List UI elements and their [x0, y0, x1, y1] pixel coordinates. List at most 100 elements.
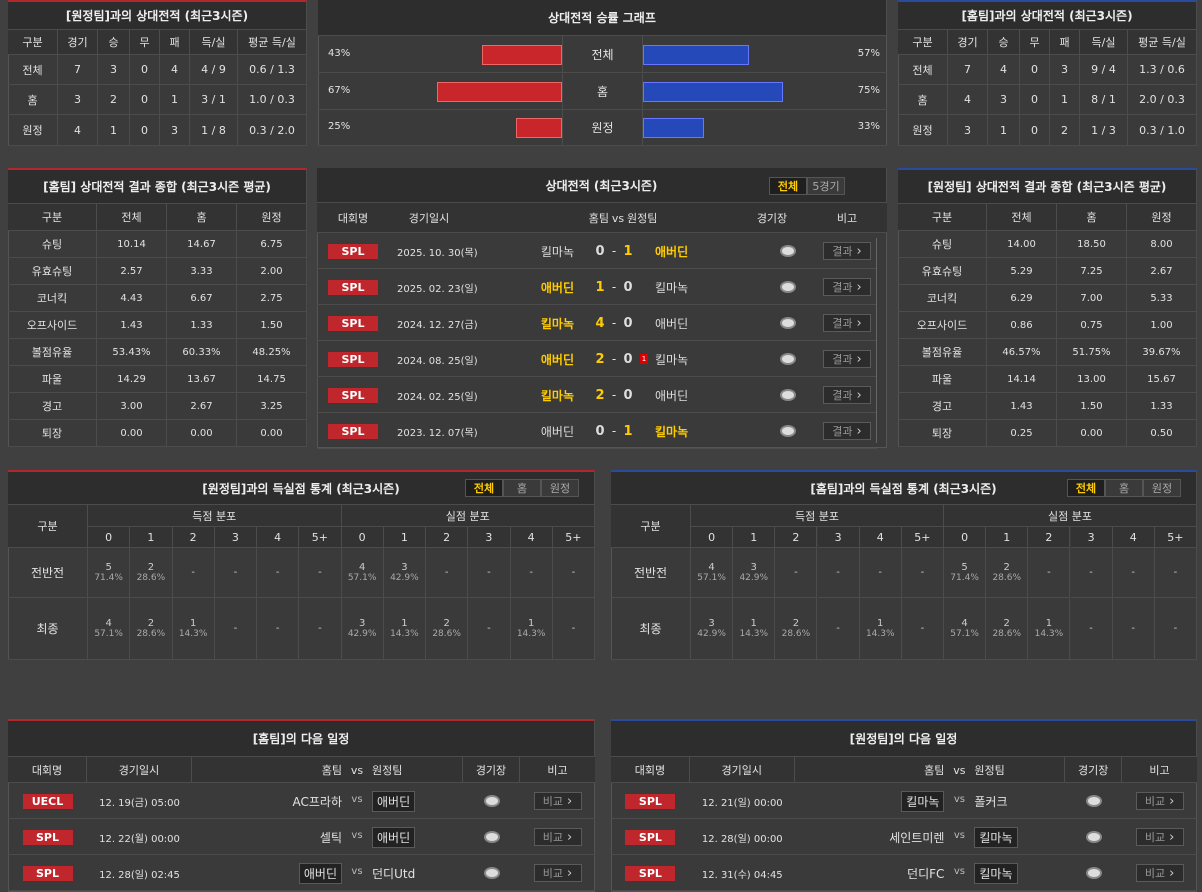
- button[interactable]: 비교 ›: [533, 792, 582, 810]
- match-date: 2024. 08. 25(일): [397, 356, 478, 367]
- button[interactable]: 비교 ›: [533, 828, 582, 846]
- table-cell: 코너킥: [8, 285, 97, 312]
- league-badge: SPL: [22, 866, 73, 881]
- score-separator: -: [611, 424, 617, 438]
- goal-cell: 5 71.4%: [88, 548, 131, 598]
- scrollbar: [876, 238, 884, 443]
- goal-cell: -: [775, 548, 818, 598]
- column-header: 4: [859, 527, 902, 548]
- button[interactable]: 결과 ›: [823, 350, 871, 368]
- column-header: 1: [733, 527, 776, 548]
- table-cell: 1.50: [1057, 393, 1127, 420]
- match-row: [317, 341, 877, 377]
- graph-label: 홈: [562, 73, 643, 110]
- chevron-icon: ›: [856, 387, 862, 403]
- column-header: 5+: [901, 527, 944, 548]
- stadium-icon: [1085, 831, 1102, 843]
- panel-title: [원정팀]의 다음 일정: [611, 719, 1197, 757]
- left-percent: 67%: [328, 84, 351, 96]
- table-cell: 0.25: [987, 420, 1057, 447]
- goal-cell: -: [901, 548, 944, 598]
- goal-count: -: [444, 567, 449, 578]
- table-cell: 슈팅: [898, 231, 987, 258]
- table-cell: 홈: [898, 85, 948, 115]
- table-cell: 오프사이드: [8, 312, 97, 339]
- table-cell: 1: [98, 115, 130, 146]
- goal-count: 1: [877, 618, 884, 629]
- button[interactable]: 비교 ›: [1135, 864, 1184, 882]
- table-cell: 0.3 / 2.0: [238, 115, 307, 146]
- match-date: 12. 31(수) 04:45: [701, 870, 783, 881]
- button[interactable]: 비교 ›: [533, 864, 582, 882]
- goal-cell: -: [552, 598, 595, 660]
- league-badge: SPL: [328, 244, 378, 259]
- right-percent: 33%: [857, 121, 880, 132]
- goal-percent: 42.9%: [697, 629, 726, 639]
- goal-cell: -: [172, 548, 215, 598]
- goal-count: -: [1089, 567, 1093, 578]
- table-cell: 51.75%: [1057, 339, 1127, 366]
- table-cell: 0.6 / 1.3: [238, 55, 307, 85]
- column-header: 구분: [898, 30, 948, 55]
- button[interactable]: 결과 ›: [823, 386, 871, 404]
- score-separator: -: [611, 280, 617, 294]
- home-score: 1: [595, 279, 605, 295]
- right-bar: [643, 44, 750, 65]
- schedule-row: [8, 783, 595, 819]
- tab[interactable]: 전체: [769, 177, 807, 195]
- button-label: 비교: [1144, 831, 1166, 844]
- button[interactable]: 비교 ›: [1135, 828, 1184, 846]
- chevron-icon: ›: [856, 279, 862, 295]
- goal-cell: 4 57.1%: [88, 598, 131, 660]
- table-cell: 4 / 9: [190, 55, 238, 85]
- chevron-icon: ›: [856, 243, 862, 259]
- home-score: 0: [595, 423, 605, 439]
- tab[interactable]: 홈: [1105, 479, 1143, 497]
- button[interactable]: 비교 ›: [1135, 792, 1184, 810]
- goal-count: 4: [708, 562, 715, 573]
- goal-count: -: [920, 623, 925, 634]
- home-score: 4: [595, 315, 605, 331]
- goal-percent: 57.1%: [950, 629, 979, 639]
- table-cell: 0.86: [987, 312, 1057, 339]
- home-score: 2: [595, 387, 605, 403]
- button[interactable]: 결과 ›: [823, 278, 871, 296]
- league-badge: SPL: [328, 352, 378, 367]
- table-cell: 14.29: [97, 366, 167, 393]
- goal-count: -: [233, 623, 238, 634]
- table-cell: 7.25: [1057, 258, 1127, 285]
- table-cell: 0: [1020, 55, 1050, 85]
- table-cell: 1.43: [97, 312, 167, 339]
- right-bar: [643, 118, 705, 138]
- table-cell: 3: [58, 85, 98, 115]
- table-cell: 1 / 8: [190, 115, 238, 146]
- button-label: 비교: [542, 831, 564, 844]
- away-team: 애버딘: [655, 245, 689, 259]
- match-date: 12. 28(일) 02:45: [99, 870, 180, 881]
- table-cell: 0.00: [237, 420, 307, 447]
- column-header: 경기: [58, 30, 98, 55]
- button[interactable]: 결과 ›: [823, 242, 871, 260]
- goal-percent: 71.4%: [950, 573, 979, 583]
- goal-count: 2: [443, 618, 450, 629]
- tab[interactable]: 원정: [1143, 479, 1181, 497]
- goal-cell: -: [1154, 598, 1197, 660]
- row-label: 최종: [8, 598, 88, 660]
- goal-cell: 1 14.3%: [172, 598, 215, 660]
- table-cell: 0.75: [1057, 312, 1127, 339]
- tab[interactable]: 5경기: [807, 177, 845, 195]
- table-cell: 1.43: [987, 393, 1057, 420]
- column-header: 원정: [237, 204, 307, 231]
- button[interactable]: 결과 ›: [823, 314, 871, 332]
- goal-cell: -: [817, 598, 860, 660]
- tab[interactable]: 전체: [1067, 479, 1105, 497]
- tab[interactable]: 원정: [541, 479, 579, 497]
- tab[interactable]: 전체: [465, 479, 503, 497]
- goal-cell: -: [552, 548, 595, 598]
- tab[interactable]: 홈: [503, 479, 541, 497]
- button-label: 결과: [832, 389, 853, 402]
- button[interactable]: 결과 ›: [823, 422, 871, 440]
- column-header: 2: [775, 527, 818, 548]
- table-cell: 퇴장: [8, 420, 97, 447]
- column-header: 4: [510, 527, 553, 548]
